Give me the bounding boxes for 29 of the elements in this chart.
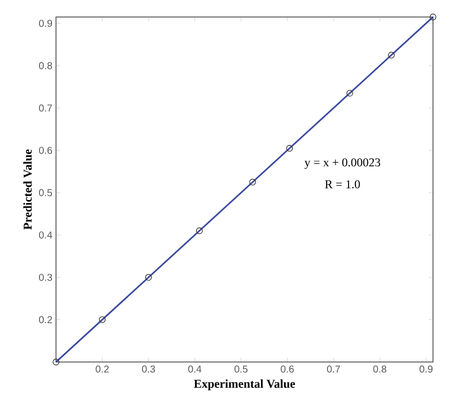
y-tick-label: 0.7 (39, 104, 52, 112)
y-tick-label: 0.8 (39, 62, 52, 70)
x-axis-title: Experimental Value (194, 379, 295, 390)
x-tick-label: 0.5 (234, 366, 248, 373)
point (196, 227, 203, 234)
y-axis-title: Predicted Value (23, 149, 32, 230)
point (52, 358, 60, 366)
x-tick-label: 0.4 (188, 366, 202, 373)
point (145, 274, 152, 281)
point (430, 14, 436, 20)
annotation: R = 1.0 (325, 180, 360, 188)
point (346, 90, 354, 97)
point (98, 316, 106, 324)
point (249, 178, 256, 186)
y-tick-label: 0.3 (39, 274, 52, 281)
y-tick-label: 0.5 (39, 189, 52, 196)
x-tick-label: 0.2 (96, 366, 109, 373)
y-tick-label: 0.2 (39, 316, 52, 324)
x-tick-label: 0.6 (280, 366, 294, 373)
x-tick-label: 0.7 (327, 366, 340, 373)
point (388, 52, 395, 58)
point (286, 144, 293, 152)
y-tick-label: 0.9 (39, 20, 52, 27)
x-tick-label: 0.9 (420, 366, 433, 373)
y-tick-label: 0.4 (39, 231, 52, 239)
x-tick-label: 0.8 (373, 366, 386, 373)
x-tick-label: 0.3 (142, 366, 156, 373)
annotation: y = x + 0.00023 (304, 158, 380, 169)
y-tick-label: 0.6 (39, 146, 52, 154)
